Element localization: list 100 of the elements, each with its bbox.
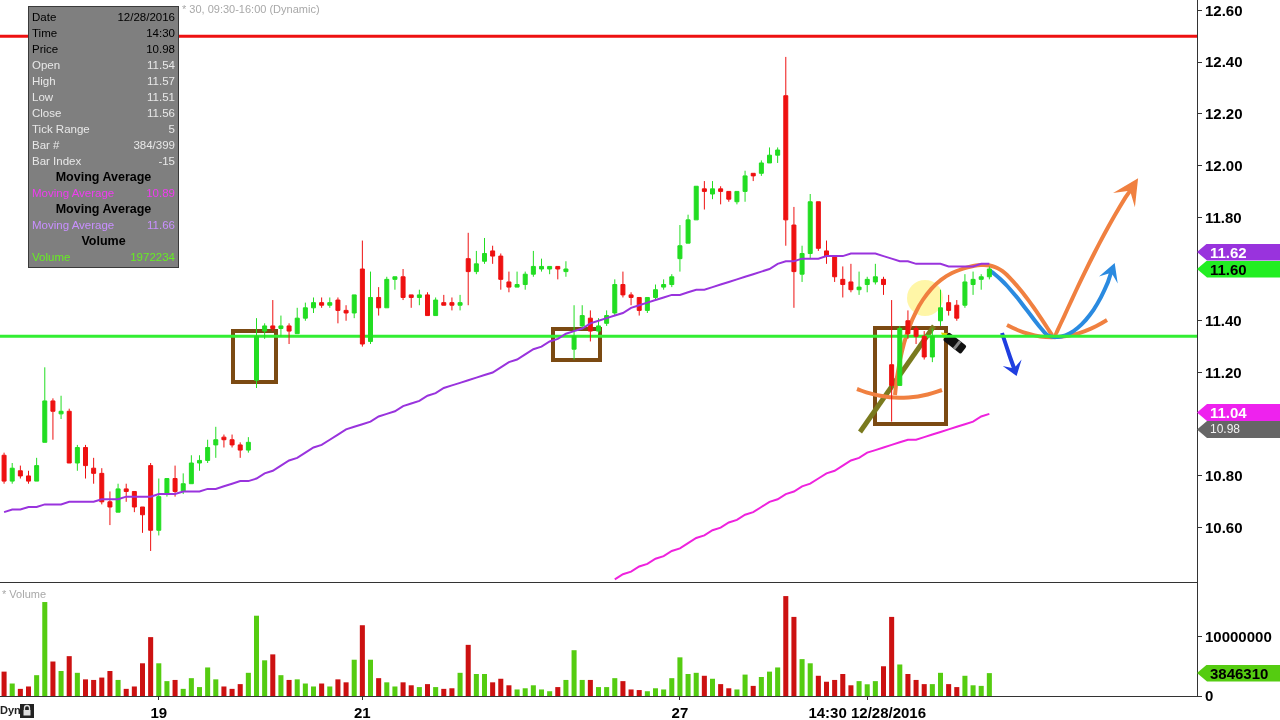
candlestick [872, 263, 878, 286]
candlestick [473, 250, 479, 275]
candlestick [368, 271, 373, 345]
candlestick [213, 426, 219, 459]
text: Open 11.54 [32, 59, 175, 71]
bar [856, 681, 862, 696]
candlestick [17, 465, 23, 480]
bar [872, 681, 878, 696]
candlestick [815, 201, 821, 252]
bar [644, 691, 650, 696]
bar [172, 679, 178, 696]
candlestick [522, 271, 528, 291]
annotation: Moving Average [54, 201, 153, 217]
candlestick [9, 462, 15, 485]
bar [506, 685, 512, 696]
bar [579, 679, 585, 696]
candlestick [653, 284, 658, 301]
text: Time 14:30 [32, 27, 175, 39]
bar [148, 637, 154, 696]
text: Moving Average 10.89 [32, 187, 175, 199]
bar [709, 678, 716, 696]
candlestick [449, 296, 455, 311]
candlestick [612, 278, 618, 317]
x-tick-label: 21 [354, 704, 371, 720]
bar [107, 671, 113, 696]
candlestick [441, 294, 447, 306]
text: Bar Index -15 [32, 155, 175, 167]
bar [302, 683, 308, 696]
candlestick [156, 478, 162, 536]
bar [832, 679, 838, 696]
candlestick [278, 315, 284, 337]
candlestick [791, 206, 797, 309]
text: Bar # 384/399 [32, 139, 175, 151]
bar [319, 683, 325, 696]
candlestick [1, 452, 7, 485]
text: Price 10.98 [32, 43, 175, 55]
bar [750, 685, 756, 696]
candlestick [58, 395, 64, 420]
candlestick [742, 170, 748, 203]
candlestick [938, 289, 943, 327]
candlestick [498, 252, 504, 291]
candlestick [758, 159, 764, 177]
candlestick [400, 268, 406, 301]
bar [775, 667, 781, 696]
text: 11.04 [1197, 403, 1280, 421]
candlestick [245, 436, 251, 454]
bar [921, 684, 927, 696]
bar [50, 661, 56, 696]
bar [498, 678, 504, 696]
bar [139, 663, 146, 696]
bar [791, 616, 797, 696]
candlestick [99, 467, 105, 505]
candlestick [856, 271, 862, 296]
candlestick [327, 296, 333, 309]
y-tick-label: 10.60 [1205, 518, 1243, 536]
bar [343, 682, 349, 696]
candlestick [881, 276, 886, 296]
text: 3846310 [1197, 664, 1280, 682]
bar [278, 675, 284, 696]
bar [473, 673, 479, 696]
bar [701, 675, 707, 696]
bar [376, 678, 382, 696]
bar [897, 664, 903, 696]
candlestick [506, 271, 512, 293]
candlestick [140, 506, 145, 534]
bar [25, 686, 32, 696]
bar [481, 673, 488, 696]
candlestick [620, 271, 626, 298]
y-tick-label: 11.80 [1205, 208, 1242, 226]
candlestick [351, 294, 357, 319]
text: High 11.57 [32, 75, 175, 87]
candlestick [726, 190, 732, 203]
bar [384, 682, 390, 696]
bar [82, 679, 89, 696]
candlestick [661, 278, 667, 291]
candlestick [596, 317, 601, 335]
bar [335, 679, 341, 696]
candlestick [465, 232, 471, 306]
bar [587, 679, 593, 696]
y-tick-label: 12.00 [1205, 156, 1243, 174]
bar [604, 687, 610, 696]
bar [783, 596, 789, 696]
candlestick [180, 472, 186, 495]
bar [742, 674, 748, 696]
bar [514, 689, 520, 696]
bar [547, 691, 553, 696]
bar [196, 687, 203, 696]
bar [563, 679, 569, 696]
candlestick [482, 237, 487, 265]
bar [416, 687, 422, 696]
candlestick [921, 330, 927, 361]
bar [66, 656, 72, 696]
bar [799, 659, 805, 696]
bar [652, 688, 659, 696]
bar [661, 689, 667, 696]
candlestick [205, 439, 211, 464]
bar [864, 684, 870, 696]
chart-title: * 30, 09:30-16:00 (Dynamic) [182, 2, 320, 15]
chart-title: * Volume [2, 587, 47, 600]
bar [823, 681, 830, 696]
